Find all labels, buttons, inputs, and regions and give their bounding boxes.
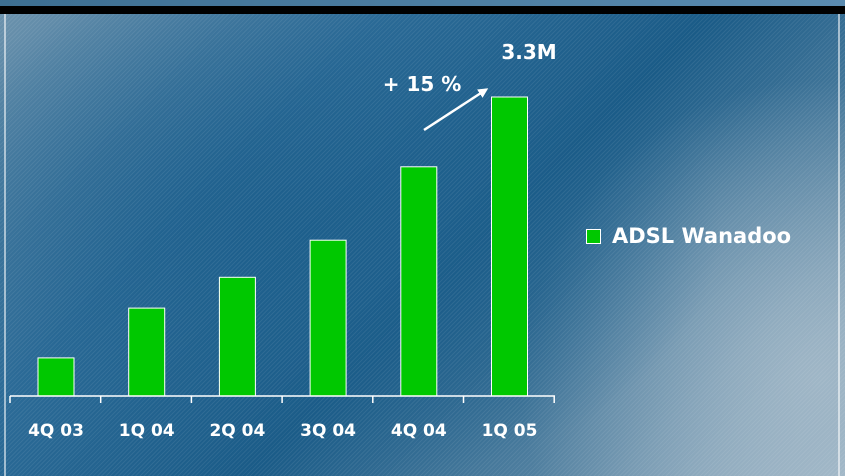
x-axis-tick-labels: 4Q 03 1Q 04 2Q 04 3Q 04 4Q 04 1Q 05 bbox=[28, 421, 537, 441]
x-tick-label: 3Q 04 bbox=[300, 421, 356, 441]
top-bar bbox=[0, 0, 845, 14]
legend: ADSL Wanadoo bbox=[586, 224, 791, 248]
arrow-up-right-icon bbox=[423, 88, 489, 132]
bar-3q-04 bbox=[309, 239, 347, 397]
x-tick-label: 2Q 04 bbox=[209, 421, 265, 441]
legend-label: ADSL Wanadoo bbox=[612, 224, 792, 248]
top-bar-strip bbox=[0, 0, 845, 6]
bar-1q-05 bbox=[491, 96, 528, 397]
bar-2q-04 bbox=[218, 276, 256, 397]
bars-layer bbox=[37, 96, 528, 397]
frame-line-right bbox=[838, 14, 840, 476]
x-tick-label: 4Q 04 bbox=[391, 421, 447, 441]
x-axis bbox=[9, 395, 555, 403]
x-tick-label: 1Q 05 bbox=[482, 421, 538, 441]
bar-1q-04 bbox=[128, 307, 166, 397]
bar-4q-04 bbox=[400, 166, 438, 397]
x-tick-label: 4Q 03 bbox=[28, 421, 84, 441]
legend-swatch bbox=[586, 228, 601, 244]
frame-line-left bbox=[4, 14, 6, 476]
value-annotation: 3.3M bbox=[501, 40, 556, 64]
bar-4q-03 bbox=[37, 357, 75, 397]
x-tick-label: 1Q 04 bbox=[119, 421, 175, 441]
growth-annotation: + 15 % bbox=[383, 72, 462, 96]
